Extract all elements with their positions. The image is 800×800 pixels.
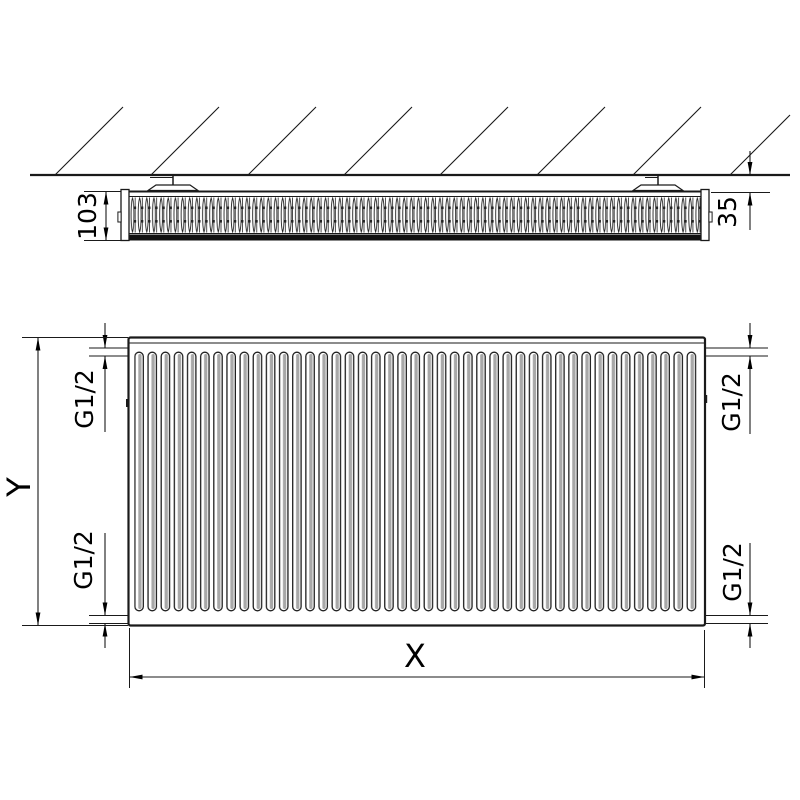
depth-dimension: 103 [73,191,121,241]
connection-stub-top-left [89,347,128,357]
radiator-front-view [126,336,708,627]
side-tab-left [126,399,129,407]
end-cap-right [700,188,710,242]
mounting-bracket-left [146,175,200,192]
g12-label-top-right: G1/2 [717,372,746,432]
connection-stub-bottom-right [705,614,768,625]
g12-label-bottom-left: G1/2 [69,530,98,590]
wall-hatch [54,106,791,176]
front-panel-edge [129,234,701,241]
end-cap-left [120,188,130,242]
width-dimension: X [129,628,705,688]
dimension-g12-bottom-left: G1/2 [69,530,108,648]
dimension-g12-top-left: G1/2 [70,323,108,432]
height-label: Y [0,477,38,498]
g12-label-top-left: G1/2 [70,369,99,429]
end-cap-tab-left [117,211,122,223]
dimension-g12-bottom-right: G1/2 [718,542,753,648]
connection-stub-top-right [705,347,768,357]
width-label: X [404,637,426,675]
front-fins [134,351,700,612]
g12-label-bottom-right: G1/2 [718,542,747,602]
convector-fins-top [129,196,701,234]
depth-label: 103 [73,192,102,240]
side-tab-right [704,395,708,403]
front-view-section: G1/2 G1/2 G1/2 G1/2 [0,323,768,688]
connection-stub-bottom-left [89,614,128,625]
wall-distance-dimension: 35 [711,151,770,230]
end-cap-tab-right [708,211,713,223]
wall-distance-label: 35 [713,196,742,228]
height-dimension: Y [0,337,128,626]
side-view-section: 103 35 [30,106,791,242]
mounting-bracket-right [631,175,685,192]
radiator-top-view [117,188,713,242]
dimension-g12-top-right: G1/2 [717,323,753,434]
